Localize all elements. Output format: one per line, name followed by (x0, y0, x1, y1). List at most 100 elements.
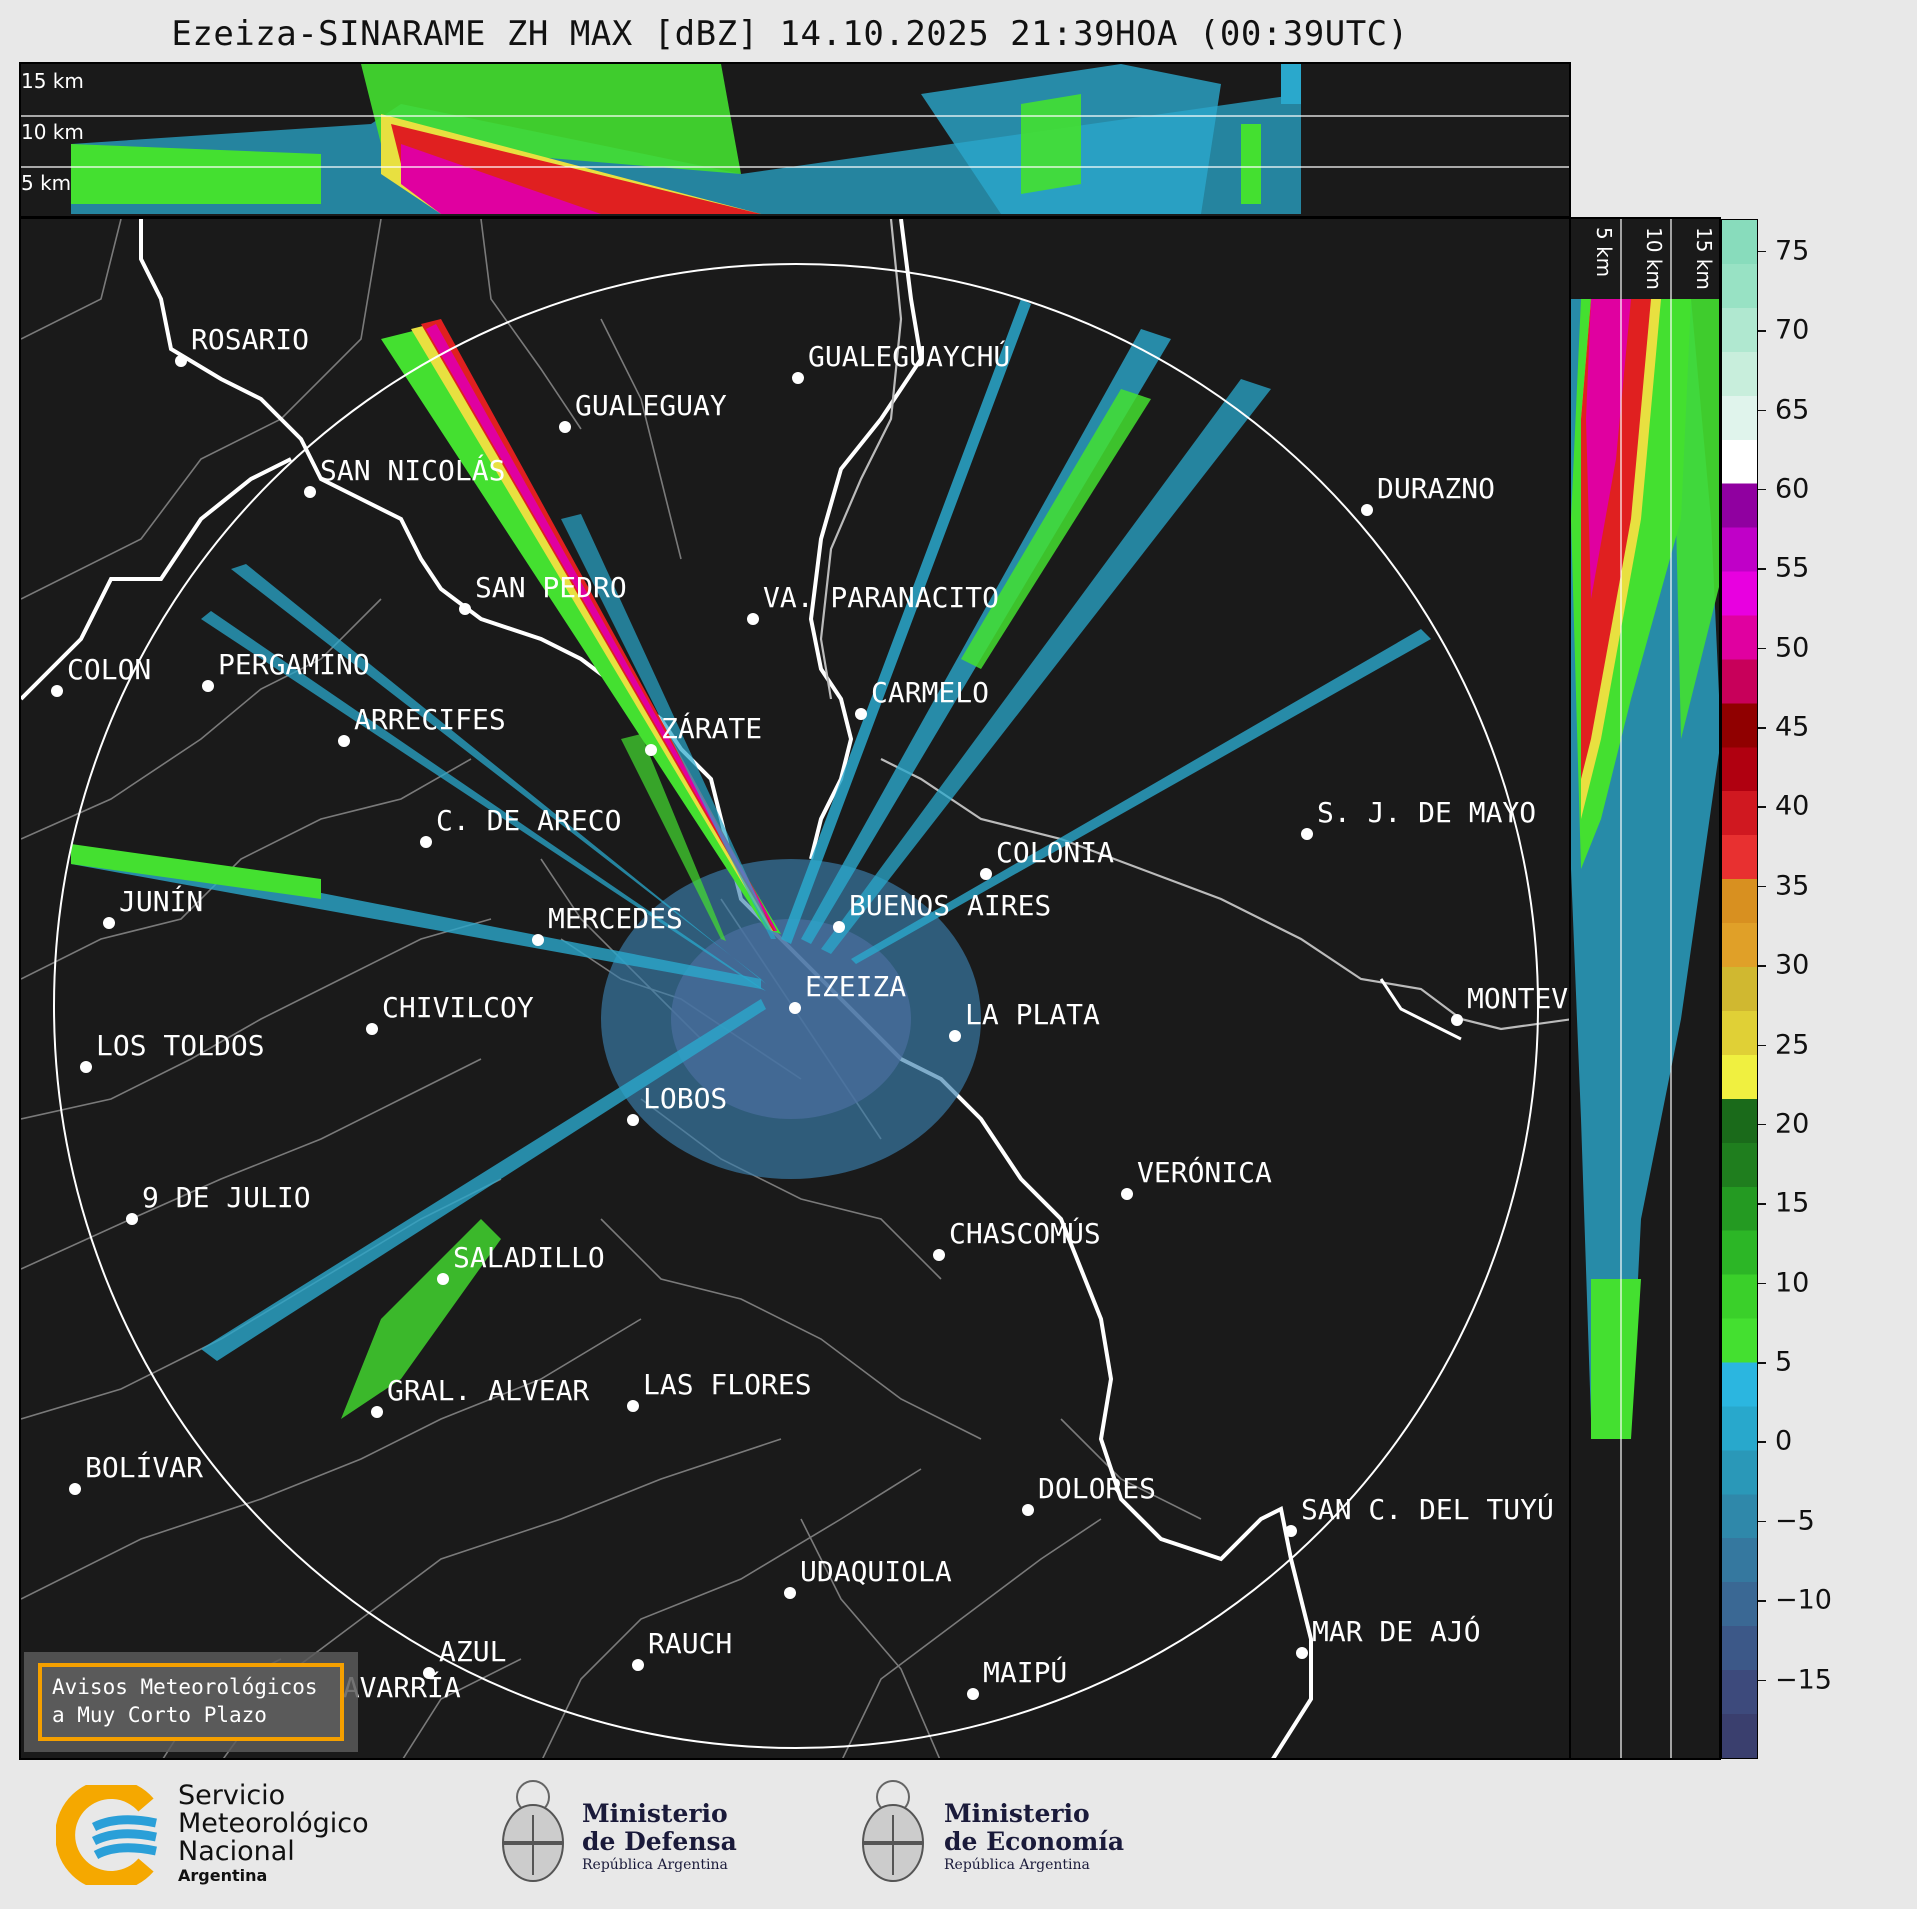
city-marker: LAS FLORES (627, 1368, 812, 1412)
radar-map-graphic: ROSARIO GUALEGUAYCHÚ GUALEGUAY SAN NICOLÁS D… (21, 219, 1569, 1758)
city-label: PERGAMINO (218, 648, 370, 681)
city-marker: 9 DE JULIO (126, 1181, 311, 1225)
city-label: RAUCH (648, 1627, 732, 1660)
side-cross-section-graphic: 5 km 10 km 15 km (1571, 219, 1719, 1758)
defensa-line-3: República Argentina (582, 1857, 728, 1873)
city-marker: ARRECIFES (338, 703, 506, 747)
city-dot (747, 613, 759, 625)
smn-line-2: Meteorológico (178, 1808, 369, 1839)
city-marker: C. DE ARECO (420, 804, 621, 848)
city-marker: MAR DE AJÓ (1296, 1614, 1481, 1659)
city-label: LOBOS (643, 1082, 727, 1115)
coat-of-arms-icon (862, 1780, 924, 1882)
city-dot (559, 421, 571, 433)
defensa-coat-of-arms (496, 1775, 570, 1895)
city-marker: DURAZNO (1361, 472, 1495, 516)
city-marker: LOS TOLDOS (80, 1029, 265, 1073)
alert-line-1: Avisos Meteorológicos (52, 1675, 318, 1699)
city-dot (175, 355, 187, 367)
colorbar-tick-label: 40 (1775, 790, 1810, 822)
city-label: LAS FLORES (643, 1368, 812, 1401)
colorbar-tick-mark (1758, 647, 1766, 650)
city-label: EZEIZA (805, 970, 906, 1003)
side-height-10km: 10 km (1642, 227, 1666, 290)
colorbar-tick-label: 5 (1775, 1346, 1793, 1378)
city-marker: GUALEGUAYCHÚ (792, 339, 1010, 384)
city-label: LA PLATA (965, 998, 1100, 1031)
colorbar-tick-mark (1758, 1282, 1766, 1285)
city-dot (949, 1030, 961, 1042)
reflectivity-colorbar (1721, 219, 1758, 1759)
colorbar-tick-mark (1758, 488, 1766, 491)
colorbar-tick-label: 55 (1775, 552, 1810, 584)
city-marker: S. J. DE MAYO (1301, 796, 1536, 840)
colorbar-tick-mark (1758, 1203, 1766, 1205)
city-dot (627, 1400, 639, 1412)
city-marker: VERÓNICA (1121, 1155, 1272, 1200)
city-label: UDAQUIOLA (800, 1555, 952, 1588)
city-dot (420, 836, 432, 848)
city-label: C. DE ARECO (436, 804, 621, 837)
city-marker: GRAL. ALVEAR (371, 1374, 589, 1418)
colorbar-tick-mark (1758, 1600, 1766, 1602)
city-marker: EZEIZA (789, 970, 906, 1014)
coat-of-arms-icon (502, 1780, 564, 1882)
city-marker: MONTEV (1451, 982, 1568, 1026)
colorbar-tick-label: −15 (1775, 1664, 1832, 1696)
smn-line-1: Servicio (178, 1780, 286, 1811)
side-height-5km: 5 km (1592, 227, 1616, 277)
top-height-10km: 10 km (21, 120, 84, 144)
city-dot (980, 868, 992, 880)
economia-line-2: de Economía (944, 1827, 1125, 1856)
colorbar-tick-label: 75 (1775, 235, 1810, 267)
city-dot (1285, 1525, 1297, 1537)
side-height-15km: 15 km (1692, 227, 1716, 290)
city-marker: RAUCH (632, 1627, 732, 1671)
city-marker: CHASCOMÚS (933, 1216, 1101, 1261)
city-dot (789, 1002, 801, 1014)
city-dot (855, 708, 867, 720)
page-title: Ezeiza-SINARAME ZH MAX [dBZ] 14.10.2025 … (171, 14, 1409, 54)
alert-line-2: a Muy Corto Plazo (52, 1703, 267, 1727)
city-marker: PERGAMINO (202, 648, 370, 692)
city-dot (1296, 1647, 1308, 1659)
city-marker: COLON (51, 653, 151, 697)
city-marker: LA PLATA (949, 998, 1100, 1042)
city-label: MAR DE AJÓ (1312, 1614, 1481, 1648)
city-marker: ZÁRATE (645, 711, 762, 756)
colorbar-tick-label: 15 (1775, 1187, 1810, 1219)
city-marker: GUALEGUAY (559, 389, 727, 433)
city-marker: SALADILLO (437, 1241, 605, 1285)
city-label: COLONIA (996, 836, 1114, 869)
city-marker: AZUL (423, 1635, 506, 1679)
city-dot (833, 921, 845, 933)
colorbar-tick-mark (1758, 409, 1766, 411)
city-label: GUALEGUAY (575, 389, 727, 422)
city-dot (645, 744, 657, 756)
colorbar-tick-mark (1758, 727, 1766, 729)
city-dot (202, 680, 214, 692)
city-marker: CARMELO (855, 676, 989, 720)
city-label: DURAZNO (1377, 472, 1495, 505)
city-marker: SAN NICOLÁS (304, 453, 505, 498)
colorbar-tick-label: 10 (1775, 1267, 1810, 1299)
side-cross-section-panel: 5 km 10 km 15 km (1569, 217, 1721, 1760)
colorbar-tick-label: 25 (1775, 1029, 1810, 1061)
smn-logo-icon (55, 1779, 157, 1891)
city-label: 9 DE JULIO (142, 1181, 311, 1214)
colorbar-tick-mark (1758, 885, 1766, 888)
colorbar-tick-label: 65 (1775, 394, 1810, 425)
colorbar-tick-mark (1758, 250, 1766, 253)
city-label: SALADILLO (453, 1241, 605, 1274)
city-label: MONTEV (1467, 982, 1568, 1015)
side-echo-bands (1571, 299, 1719, 1439)
city-label: VERÓNICA (1137, 1155, 1272, 1189)
smn-line-4: Argentina (178, 1866, 268, 1885)
city-dot (1022, 1504, 1034, 1516)
economia-logo-text: Ministerio de Economía República Argenti… (944, 1800, 1124, 1874)
city-dot (51, 685, 63, 697)
city-dot (459, 603, 471, 615)
alert-box: Avisos Meteorológicos a Muy Corto Plazo (38, 1663, 344, 1741)
colorbar-tick-mark (1758, 1123, 1766, 1126)
city-marker: SAN PEDRO (459, 571, 627, 615)
